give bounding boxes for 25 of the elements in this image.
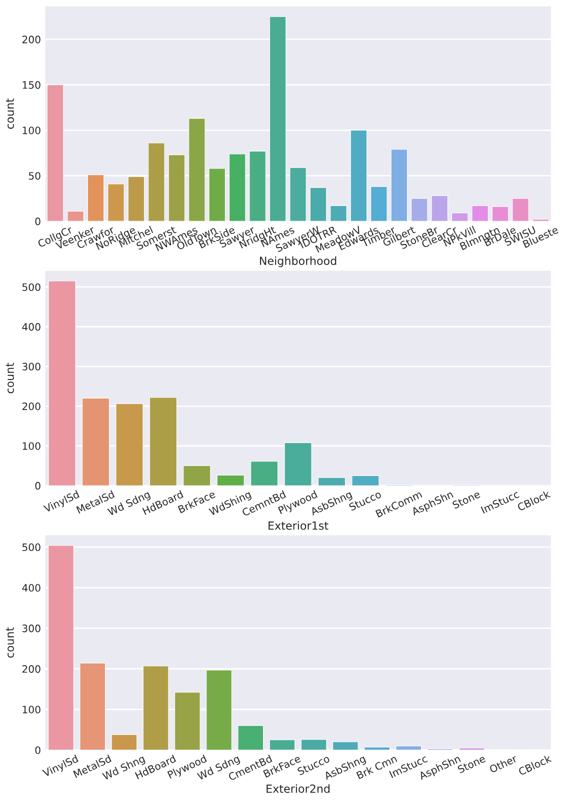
y-tick-label: 400 — [22, 584, 40, 592]
x-axis-title: Exterior2nd — [266, 784, 330, 793]
x-axis-title: Exterior1st — [268, 521, 328, 530]
y-tick-label: 200 — [22, 36, 40, 44]
y-tick-label: 150 — [22, 81, 40, 89]
y-axis-title: count — [6, 627, 14, 658]
y-tick-label: 200 — [22, 402, 40, 410]
y-tick-label: 0 — [35, 746, 40, 754]
y-tick-label: 200 — [22, 665, 40, 673]
y-tick-label: 0 — [35, 218, 40, 226]
y-tick-label: 400 — [22, 323, 40, 331]
x-tick-label: Stone — [452, 490, 481, 509]
y-tick-label: 300 — [22, 362, 40, 370]
y-tick-label: 0 — [35, 482, 40, 490]
y-tick-label: 300 — [22, 624, 40, 632]
y-tick-label: 50 — [28, 172, 40, 180]
y-axis-title: count — [6, 362, 14, 394]
x-tick-label: Other — [488, 754, 518, 774]
y-tick-label: 100 — [22, 442, 40, 450]
y-tick-label: 500 — [22, 283, 40, 291]
x-axis-title: Neighborhood — [260, 256, 336, 268]
y-axis-title: count — [6, 98, 14, 129]
y-tick-label: 500 — [22, 543, 40, 552]
y-tick-label: 100 — [22, 126, 40, 134]
y-tick-label: 100 — [22, 706, 40, 714]
